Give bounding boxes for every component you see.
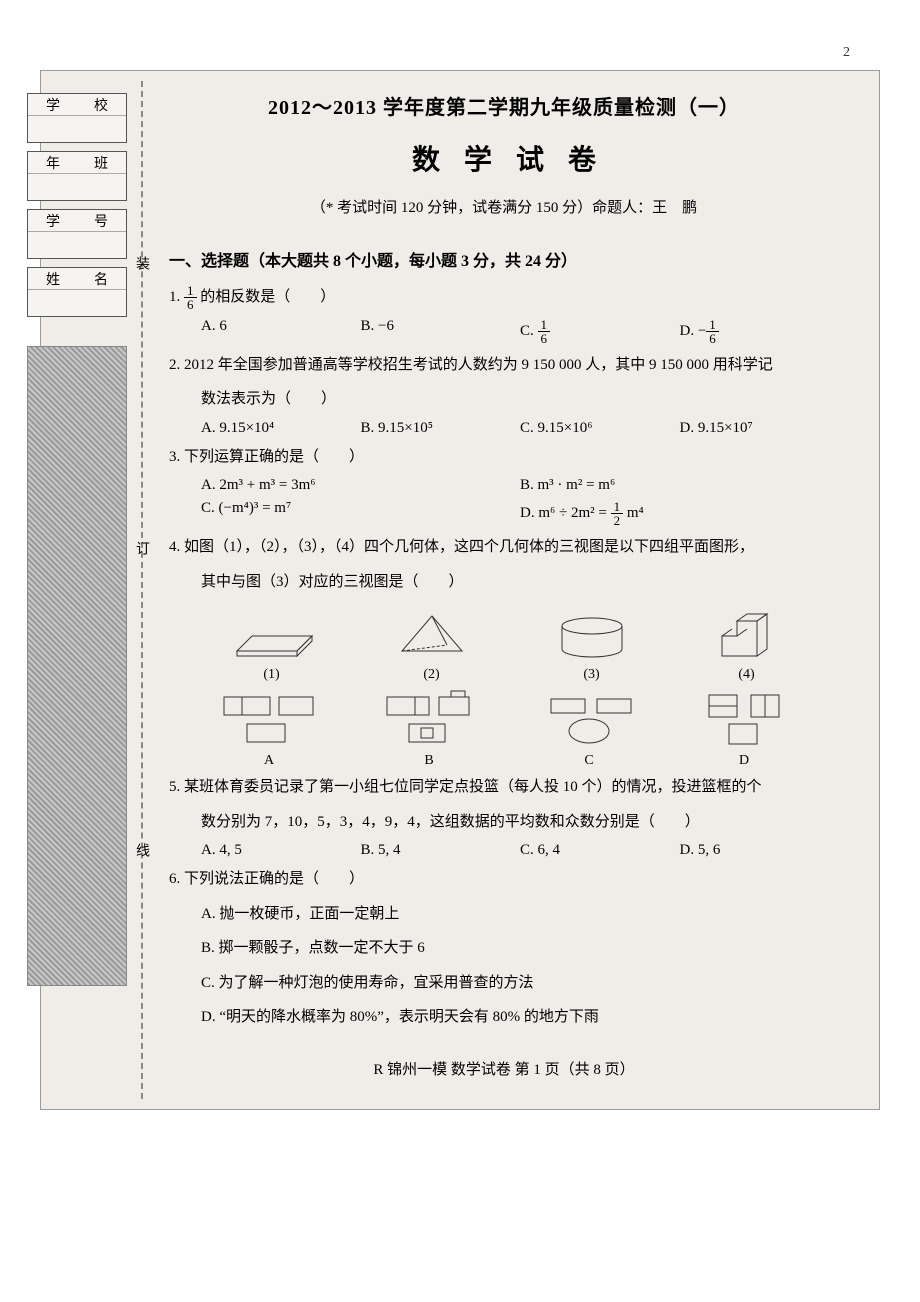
option-b: B. m³ · m² = m⁶ xyxy=(520,477,839,494)
question-5: 5. 某班体育委员记录了第一小组七位同学定点投篮（每人投 10 个）的情况，投进… xyxy=(169,773,839,802)
info-label: 学 校 xyxy=(28,94,126,116)
binding-char: 装 xyxy=(131,256,151,270)
views-d-icon xyxy=(699,689,789,749)
view-b: B xyxy=(379,689,479,769)
info-box-class: 年 班 xyxy=(27,151,127,201)
q6-a: A. 抛一枚硬币，正面一定朝上 xyxy=(201,900,839,929)
views-b-icon xyxy=(379,689,479,749)
question-2-cont: 数法表示为（ ） xyxy=(201,385,839,414)
cylinder-icon xyxy=(547,611,637,661)
view-label: A xyxy=(219,753,319,769)
solid-label: (3) xyxy=(547,667,637,683)
question-2: 2. 2012 年全国参加普通高等学校招生考试的人数约为 9 150 000 人… xyxy=(169,351,839,380)
question-6: 6. 下列说法正确的是（ ） xyxy=(169,865,839,894)
view-label: C xyxy=(539,753,639,769)
option-b: B. −6 xyxy=(361,318,521,345)
option-b: B. 5, 4 xyxy=(361,842,521,859)
q1-stem-before: 1. xyxy=(169,289,184,305)
option-a: A. 4, 5 xyxy=(201,842,361,859)
outer-page-number: 2 xyxy=(843,45,850,61)
section-heading: 一、选择题（本大题共 8 个小题，每小题 3 分，共 24 分） xyxy=(169,247,839,271)
option-a: A. 2m³ + m³ = 3m⁶ xyxy=(201,477,520,494)
info-blank xyxy=(28,290,126,316)
info-box-school: 学 校 xyxy=(27,93,127,143)
option-c: C. 6, 4 xyxy=(520,842,680,859)
exam-meta: （* 考试时间 120 分钟，试卷满分 150 分）命题人：王 鹏 xyxy=(169,196,839,217)
step-solid-icon xyxy=(712,606,782,661)
info-blank xyxy=(28,232,126,258)
view-label: B xyxy=(379,753,479,769)
side-info-boxes: 学 校 年 班 学 号 姓 名 xyxy=(27,93,127,325)
option-d: D. 5, 6 xyxy=(680,842,840,859)
q6-b: B. 掷一颗骰子，点数一定不大于 6 xyxy=(201,934,839,963)
fraction-icon: 16 xyxy=(184,284,197,311)
views-c-icon xyxy=(539,689,639,749)
q1-stem-after: 的相反数是（ ） xyxy=(197,289,336,305)
q6-d: D. “明天的降水概率为 80%”，表示明天会有 80% 的地方下雨 xyxy=(201,1003,839,1032)
option-a: A. 6 xyxy=(201,318,361,345)
binding-dash-line xyxy=(141,81,143,1099)
q6-c: C. 为了解一种灯泡的使用寿命，宜采用普查的方法 xyxy=(201,969,839,998)
solid-label: (1) xyxy=(227,667,317,683)
fraction-icon: 12 xyxy=(611,500,624,527)
binding-char: 订 xyxy=(131,541,151,555)
page-footer: R 锦州一模 数学试卷 第 1 页（共 8 页） xyxy=(169,1058,839,1079)
scan-area: 学 校 年 班 学 号 姓 名 装 订 线 2012～2013 学年度第二学期九… xyxy=(40,70,880,1110)
views-row: A B xyxy=(189,689,819,769)
solid-4: (4) xyxy=(712,606,782,683)
question-3: 3. 下列运算正确的是（ ） xyxy=(169,443,839,472)
info-label: 姓 名 xyxy=(28,268,126,290)
pyramid-icon xyxy=(392,611,472,661)
info-label: 年 班 xyxy=(28,152,126,174)
q3-options-2: C. (−m⁴)³ = m⁷ D. m⁶ ÷ 2m² = 12 m⁴ xyxy=(201,500,839,527)
question-1: 1. 16 的相反数是（ ） xyxy=(169,283,839,312)
solid-1: (1) xyxy=(227,611,317,683)
option-b: B. 9.15×10⁵ xyxy=(361,420,521,437)
question-4: 4. 如图（1），（2），（3），（4）四个几何体，这四个几何体的三视图是以下四… xyxy=(169,533,839,562)
view-label: D xyxy=(699,753,789,769)
option-d: D. 9.15×10⁷ xyxy=(680,420,840,437)
shaded-barcode-area xyxy=(27,346,127,986)
solid-3: (3) xyxy=(547,611,637,683)
q2-options: A. 9.15×10⁴ B. 9.15×10⁵ C. 9.15×10⁶ D. 9… xyxy=(201,420,839,437)
option-c: C. (−m⁴)³ = m⁷ xyxy=(201,500,520,527)
cuboid-icon xyxy=(227,611,317,661)
option-a: A. 9.15×10⁴ xyxy=(201,420,361,437)
views-a-icon xyxy=(219,689,319,749)
info-blank xyxy=(28,116,126,142)
option-d: D. m⁶ ÷ 2m² = 12 m⁴ xyxy=(520,500,839,527)
q5-options: A. 4, 5 B. 5, 4 C. 6, 4 D. 5, 6 xyxy=(201,842,839,859)
page-wrap: 学 校 年 班 学 号 姓 名 装 订 线 2012～2013 学年度第二学期九… xyxy=(0,0,920,1150)
option-c: C. 16 xyxy=(520,318,680,345)
view-a: A xyxy=(219,689,319,769)
info-box-number: 学 号 xyxy=(27,209,127,259)
solids-row: (1) (2) ( xyxy=(189,606,819,683)
solid-2: (2) xyxy=(392,611,472,683)
solid-label: (4) xyxy=(712,667,782,683)
question-4-cont: 其中与图（3）对应的三视图是（ ） xyxy=(201,568,839,597)
fraction-icon: 16 xyxy=(538,318,551,345)
q3-options-1: A. 2m³ + m³ = 3m⁶ B. m³ · m² = m⁶ xyxy=(201,477,839,494)
solid-label: (2) xyxy=(392,667,472,683)
view-d: D xyxy=(699,689,789,769)
view-c: C xyxy=(539,689,639,769)
q1-options: A. 6 B. −6 C. 16 D. −16 xyxy=(201,318,839,345)
info-blank xyxy=(28,174,126,200)
exam-subject: 数学试卷 xyxy=(169,138,839,178)
exam-title: 2012～2013 学年度第二学期九年级质量检测（一） xyxy=(169,91,839,120)
binding-char: 线 xyxy=(131,843,151,857)
question-5-cont: 数分别为 7，10，5，3，4，9，4，这组数据的平均数和众数分别是（ ） xyxy=(201,808,839,837)
option-d: D. −16 xyxy=(680,318,840,345)
option-c: C. 9.15×10⁶ xyxy=(520,420,680,437)
main-content: 2012～2013 学年度第二学期九年级质量检测（一） 数学试卷 （* 考试时间… xyxy=(169,91,839,1079)
info-label: 学 号 xyxy=(28,210,126,232)
fraction-icon: 16 xyxy=(706,318,719,345)
info-box-name: 姓 名 xyxy=(27,267,127,317)
